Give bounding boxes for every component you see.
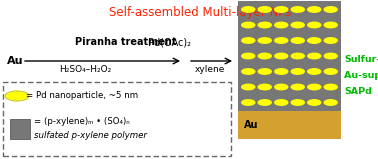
Circle shape bbox=[291, 84, 304, 90]
Circle shape bbox=[258, 7, 271, 12]
Circle shape bbox=[275, 53, 288, 59]
Circle shape bbox=[291, 38, 304, 43]
Circle shape bbox=[324, 7, 337, 12]
Circle shape bbox=[258, 22, 271, 28]
Text: Sulfur-modified: Sulfur-modified bbox=[344, 55, 378, 63]
Text: = (p-xylene)ₘ • (SO₄)ₙ: = (p-xylene)ₘ • (SO₄)ₙ bbox=[34, 117, 130, 126]
Circle shape bbox=[324, 69, 337, 74]
Circle shape bbox=[275, 22, 288, 28]
Circle shape bbox=[242, 100, 255, 105]
Circle shape bbox=[291, 7, 304, 12]
Circle shape bbox=[308, 84, 321, 90]
Circle shape bbox=[324, 84, 337, 90]
Text: Au-supported Pd,: Au-supported Pd, bbox=[344, 70, 378, 80]
Circle shape bbox=[324, 22, 337, 28]
Circle shape bbox=[258, 53, 271, 59]
Circle shape bbox=[291, 69, 304, 74]
Circle shape bbox=[242, 22, 255, 28]
Circle shape bbox=[308, 7, 321, 12]
Circle shape bbox=[258, 38, 271, 43]
Circle shape bbox=[275, 69, 288, 74]
Circle shape bbox=[242, 7, 255, 12]
Circle shape bbox=[308, 22, 321, 28]
Bar bbox=[238, 1, 341, 111]
Circle shape bbox=[291, 53, 304, 59]
FancyBboxPatch shape bbox=[3, 82, 231, 156]
Text: Self-assembled Multi-layer NPs: Self-assembled Multi-layer NPs bbox=[109, 6, 291, 19]
Circle shape bbox=[291, 22, 304, 28]
Circle shape bbox=[308, 69, 321, 74]
Circle shape bbox=[242, 84, 255, 90]
Circle shape bbox=[291, 100, 304, 105]
Bar bbox=[238, 111, 341, 139]
Text: H₂SO₄–H₂O₂: H₂SO₄–H₂O₂ bbox=[59, 65, 111, 74]
Text: xylene: xylene bbox=[195, 65, 225, 74]
Circle shape bbox=[5, 91, 29, 101]
Circle shape bbox=[324, 38, 337, 43]
Bar bbox=[10, 119, 30, 139]
Circle shape bbox=[324, 100, 337, 105]
Text: sulfated p-xylene polymer: sulfated p-xylene polymer bbox=[34, 131, 147, 140]
Text: Piranha treatment: Piranha treatment bbox=[75, 37, 177, 47]
Circle shape bbox=[275, 84, 288, 90]
Circle shape bbox=[275, 7, 288, 12]
Circle shape bbox=[308, 100, 321, 105]
Circle shape bbox=[258, 100, 271, 105]
Text: = Pd nanoparticle, ~5 nm: = Pd nanoparticle, ~5 nm bbox=[26, 91, 138, 100]
Circle shape bbox=[242, 53, 255, 59]
Circle shape bbox=[242, 38, 255, 43]
Text: Au: Au bbox=[7, 56, 23, 66]
Text: SAPd: SAPd bbox=[344, 86, 372, 96]
Circle shape bbox=[275, 38, 288, 43]
Circle shape bbox=[258, 84, 271, 90]
Circle shape bbox=[258, 69, 271, 74]
Circle shape bbox=[275, 100, 288, 105]
Circle shape bbox=[308, 38, 321, 43]
Circle shape bbox=[308, 53, 321, 59]
Circle shape bbox=[324, 53, 337, 59]
Text: Au: Au bbox=[244, 120, 259, 130]
Text: Pd(OAc)₂: Pd(OAc)₂ bbox=[148, 37, 191, 47]
Circle shape bbox=[242, 69, 255, 74]
